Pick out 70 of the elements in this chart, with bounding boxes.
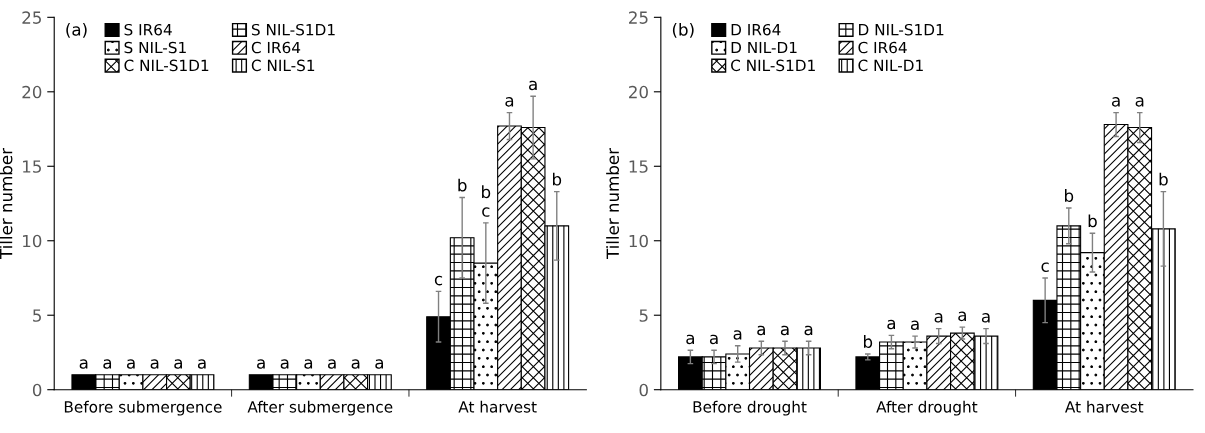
data-label: a (780, 325, 789, 336)
data-label: a (304, 359, 313, 369)
data-label: a (257, 359, 265, 369)
data-label: a (804, 325, 813, 336)
data-label: a (686, 334, 694, 345)
legend-label: D IR64 (731, 23, 781, 36)
data-label: b c (482, 185, 491, 217)
annotation: (b) (672, 22, 694, 38)
annotation: (a) (66, 22, 87, 38)
data-label: c (1041, 262, 1049, 272)
legend-label: S IR64 (124, 23, 172, 36)
data-label: c (434, 275, 443, 286)
data-label: a (1135, 97, 1144, 107)
x-tick-label: At harvest (1065, 400, 1144, 413)
data-label: a (79, 359, 88, 369)
y-tick-label: 0 (32, 383, 42, 397)
legend-label: C IR64 (251, 41, 301, 54)
data-label: b (1159, 172, 1168, 186)
x-tick-label: After drought (876, 400, 978, 416)
x-tick-label: After submergence (247, 400, 393, 416)
y-tick-label: 5 (33, 309, 41, 322)
data-label: a (757, 325, 765, 336)
y-tick-label: 15 (629, 160, 648, 173)
legend-label: D NIL-S1D1 (859, 23, 944, 36)
y-tick-label: 20 (22, 85, 42, 99)
legend-label: C NIL-D1 (858, 59, 923, 72)
y-tick-label: 5 (639, 309, 648, 322)
legend-label: C NIL-S1 (251, 59, 315, 72)
data-label: a (150, 359, 159, 369)
data-label: a (375, 359, 383, 369)
data-label: a (103, 359, 112, 369)
data-label: a (328, 359, 336, 369)
data-label: a (981, 313, 990, 323)
legend-label: C NIL-S1D1 (124, 59, 209, 72)
data-label: a (709, 334, 718, 345)
data-label: a (280, 359, 289, 369)
y-tick-label: 15 (23, 160, 41, 173)
legend-label: D NIL-D1 (731, 41, 797, 54)
legend-label: S NIL-S1D1 (251, 23, 335, 36)
data-label: a (174, 359, 182, 369)
y-tick-label: 25 (629, 11, 648, 24)
y-tick-label: 20 (629, 85, 648, 99)
data-label: a (910, 320, 919, 331)
data-label: a (887, 319, 896, 330)
legend-label: S NIL-S1 (124, 41, 186, 54)
y-tick-label: 25 (22, 11, 41, 24)
data-label: a (505, 97, 514, 107)
data-label: a (958, 311, 966, 322)
legend-label: C NIL-S1D1 (731, 59, 815, 72)
data-label: a (1111, 97, 1120, 107)
y-axis-title: Tiller number (606, 148, 620, 260)
data-label: b (1088, 214, 1097, 228)
x-tick-label: At harvest (458, 400, 537, 413)
x-tick-label: Before drought (693, 400, 807, 416)
data-label: a (351, 359, 360, 369)
data-label: a (529, 80, 537, 91)
data-label: b (458, 178, 467, 192)
y-axis-title: Tiller number (0, 148, 13, 260)
y-tick-label: 10 (23, 234, 42, 248)
y-tick-label: 0 (639, 383, 648, 397)
data-label: b (1065, 189, 1074, 202)
legend-label: C IR64 (858, 41, 907, 54)
data-label: a (126, 359, 135, 369)
data-label: b (553, 172, 562, 186)
y-tick-label: 10 (629, 234, 648, 248)
data-label: a (197, 359, 206, 369)
data-label: a (733, 330, 742, 340)
data-label: a (934, 313, 943, 323)
x-tick-label: Before submergence (64, 400, 222, 416)
data-label: b (863, 335, 873, 348)
